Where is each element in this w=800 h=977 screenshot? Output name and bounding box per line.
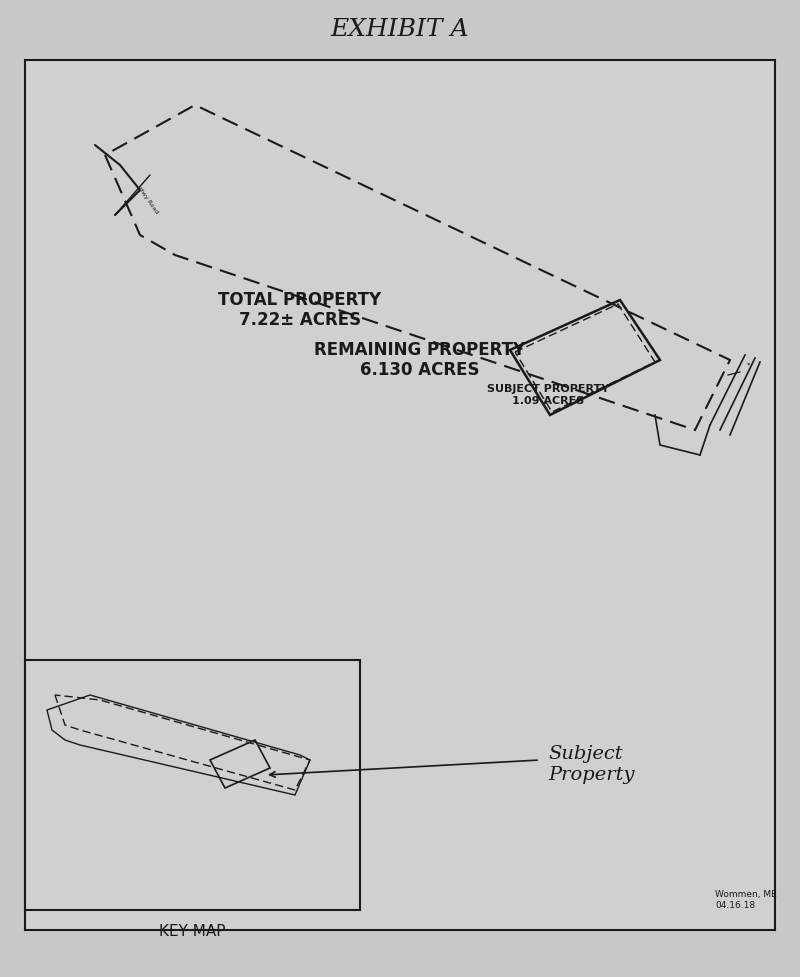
Bar: [25, 60, 775, 930]
Text: REMAINING PROPERTY
6.130 ACRES: REMAINING PROPERTY 6.130 ACRES: [314, 341, 526, 379]
Text: Hwy Road: Hwy Road: [137, 186, 159, 214]
Text: TOTAL PROPERTY
7.22± ACRES: TOTAL PROPERTY 7.22± ACRES: [218, 290, 382, 329]
Text: KEY MAP: KEY MAP: [159, 924, 226, 940]
Bar: [25, 660, 360, 910]
Text: EXHIBIT A: EXHIBIT A: [330, 19, 470, 41]
Text: SUBJECT PROPERTY
1.09 ACRES: SUBJECT PROPERTY 1.09 ACRES: [487, 384, 609, 405]
Text: ": ": [742, 362, 750, 372]
Text: Subject
Property: Subject Property: [548, 745, 634, 784]
Text: Wommen, ME
04.16.18: Wommen, ME 04.16.18: [715, 890, 777, 910]
